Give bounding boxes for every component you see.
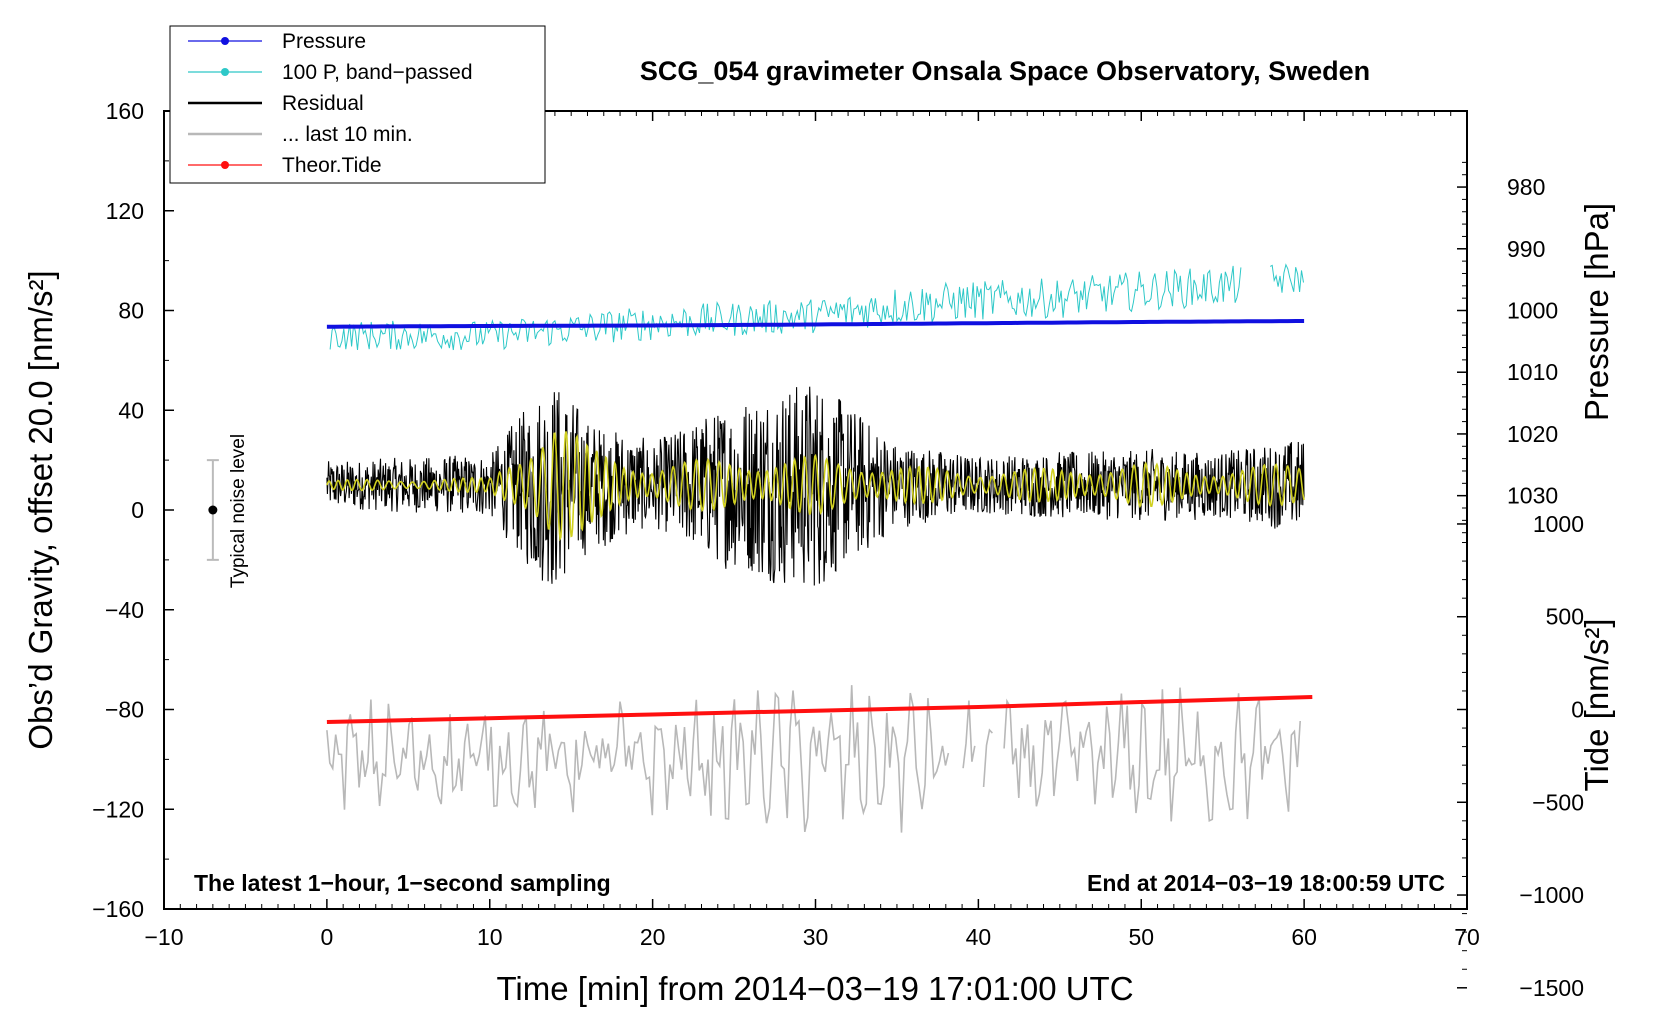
series-residual-filtered <box>326 431 1305 542</box>
x-tick-label: −10 <box>144 924 183 950</box>
x-tick-label: 10 <box>477 924 503 950</box>
annotation-left: The latest 1−hour, 1−second sampling <box>194 870 611 896</box>
legend-items: Pressure 100 P, band−passed Residual ... la… <box>188 30 473 177</box>
series-pressure <box>326 319 1305 329</box>
legend-label: Pressure <box>282 30 366 53</box>
y-axis-tide: 1000 500 0 −500 −1000 −1500 <box>1457 511 1584 1001</box>
x-tick-label: 60 <box>1291 924 1317 950</box>
legend: Pressure 100 P, band−passed Residual ... la… <box>169 25 546 184</box>
series-last-10-min <box>326 685 950 833</box>
x-tick-label: 0 <box>320 924 333 950</box>
x-tick-label: 50 <box>1128 924 1154 950</box>
y-tick-label: 160 <box>106 98 144 124</box>
y-axis-left-label: Obs’d Gravity, offset 20.0 [nm/s²] <box>22 270 59 749</box>
series-residual <box>326 386 1305 586</box>
y-axis-tide-label: Tide [nm/s²] <box>1578 619 1615 792</box>
tide-tick-label: −1500 <box>1519 975 1584 1001</box>
pressure-tick-label: 1000 <box>1507 298 1558 324</box>
noise-indicator: Typical noise level <box>206 434 249 588</box>
y-tick-label: 0 <box>131 497 144 523</box>
series-last-10-min <box>962 700 976 769</box>
legend-label: 100 P, band−passed <box>282 61 473 84</box>
pressure-tick-label: 1020 <box>1507 421 1558 447</box>
annotation-right: End at 2014−03−19 18:00:59 UTC <box>1087 870 1445 896</box>
series-pressure-bandpassed <box>329 265 1242 351</box>
legend-box <box>169 25 546 184</box>
y-axis-pressure-label: Pressure [hPa] <box>1578 203 1615 421</box>
y-tick-label: 80 <box>118 298 144 324</box>
y-axis-pressure: 1030 1020 1010 1000 990 980 <box>1457 161 1558 534</box>
legend-label: Theor.Tide <box>282 154 382 177</box>
y-tick-label: −160 <box>92 896 144 922</box>
pressure-tick-label: 1030 <box>1507 483 1558 509</box>
legend-swatch-marker <box>221 37 229 45</box>
y-axis-left: 160 120 80 40 0 −40 −80 −120 −160 <box>92 98 174 922</box>
chart-title: SCG_054 gravimeter Onsala Space Observat… <box>640 56 1370 86</box>
legend-label: ... last 10 min. <box>282 123 413 146</box>
pressure-tick-label: 990 <box>1507 236 1545 262</box>
noise-dot <box>208 505 218 515</box>
series-last-10-min <box>1003 687 1301 823</box>
legend-label: Residual <box>282 92 364 115</box>
tide-tick-label: 0 <box>1571 697 1584 723</box>
series-theor-tide <box>326 695 1313 724</box>
y-tick-label: −80 <box>105 697 144 723</box>
tide-tick-label: −1000 <box>1519 882 1584 908</box>
y-tick-label: 40 <box>118 397 144 423</box>
x-axis-label: Time [min] from 2014−03−19 17:01:00 UTC <box>496 970 1133 1007</box>
noise-label: Typical noise level <box>228 434 249 588</box>
pressure-tick-label: 980 <box>1507 174 1545 200</box>
tide-tick-label: −500 <box>1532 789 1584 815</box>
legend-swatch-marker <box>221 68 229 76</box>
y-tick-label: −120 <box>92 796 144 822</box>
pressure-tick-label: 1010 <box>1507 359 1558 385</box>
y-tick-label: −40 <box>105 597 144 623</box>
tide-tick-label: 1000 <box>1533 511 1584 537</box>
x-axis: −10 0 10 20 30 40 50 60 70 <box>144 111 1480 950</box>
x-tick-label: 20 <box>640 924 666 950</box>
series-pressure-bandpassed <box>1269 263 1304 293</box>
tide-tick-label: 500 <box>1546 604 1584 630</box>
x-tick-label: 40 <box>966 924 992 950</box>
legend-swatch-marker <box>221 161 229 169</box>
x-tick-label: 30 <box>803 924 829 950</box>
x-tick-label: 70 <box>1454 924 1480 950</box>
series-last-10-min <box>982 728 993 788</box>
y-tick-label: 120 <box>106 198 144 224</box>
series-layer <box>326 263 1313 833</box>
